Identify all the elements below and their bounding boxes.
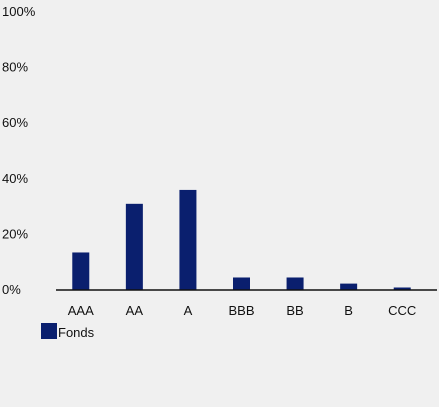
legend: Fonds [41, 323, 95, 340]
bar-series [72, 189, 411, 290]
x-axis-labels: AAA AA A BBB BB B CCC [68, 303, 417, 318]
bar-b [340, 283, 358, 290]
y-tick-label: 60% [2, 115, 28, 130]
bar-bbb [233, 277, 250, 290]
legend-swatch-fonds [41, 323, 57, 339]
x-tick-label-aa: AA [126, 303, 144, 318]
x-tick-label-bb: BB [286, 303, 303, 318]
bar-bb [286, 277, 304, 290]
y-tick-label: 100% [2, 4, 36, 19]
y-tick-label: 20% [2, 226, 28, 241]
legend-label-fonds: Fonds [58, 325, 95, 340]
y-tick-label: 0% [2, 282, 21, 297]
y-axis-ticks: 0% 20% 40% 60% 80% 100% [2, 4, 36, 297]
bar-a [179, 189, 197, 290]
bar-ccc [393, 287, 411, 290]
x-tick-label-a: A [184, 303, 193, 318]
y-tick-label: 40% [2, 171, 28, 186]
bar-aa [125, 203, 143, 290]
x-tick-label-aaa: AAA [68, 303, 94, 318]
x-tick-label-bbb: BBB [228, 303, 254, 318]
x-tick-label-b: B [344, 303, 353, 318]
y-tick-label: 80% [2, 60, 28, 75]
bar-aaa [72, 252, 90, 290]
x-tick-label-ccc: CCC [388, 303, 416, 318]
